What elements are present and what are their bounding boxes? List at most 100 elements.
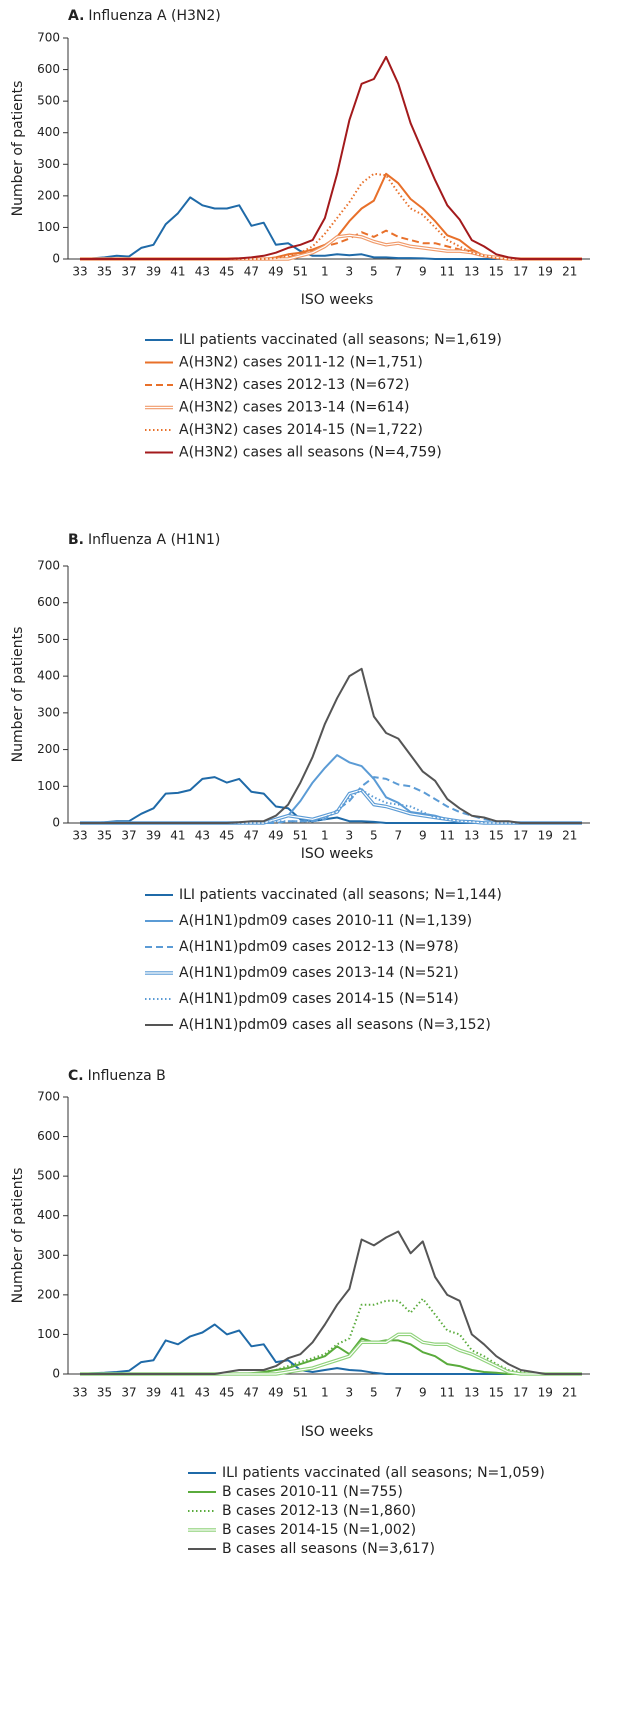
panel-title-text: Influenza A (H3N2): [88, 8, 220, 24]
y-tick-label: 700: [37, 559, 60, 573]
series-line: [80, 172, 582, 260]
y-tick-label: 100: [37, 220, 60, 234]
series-line: [80, 1230, 582, 1375]
panel-label: C.: [68, 1068, 84, 1084]
x-tick-label: 51: [293, 265, 308, 279]
y-axis-label: Number of patients: [10, 81, 26, 217]
x-tick-label: 21: [562, 1386, 577, 1400]
legend-label: A(H3N2) cases 2014-15 (N=1,722): [179, 422, 423, 438]
y-tick-label: 400: [37, 669, 60, 683]
x-tick-label: 41: [170, 1386, 185, 1400]
series-line: [80, 172, 582, 260]
y-tick-label: 300: [37, 705, 60, 719]
x-tick-label: 9: [419, 829, 427, 843]
x-tick-label: 13: [464, 1386, 479, 1400]
x-tick-label: 51: [293, 1386, 308, 1400]
x-axis-label: ISO weeks: [301, 846, 374, 862]
legend-label: A(H3N2) cases all seasons (N=4,759): [179, 445, 442, 461]
x-tick-label: 39: [146, 829, 161, 843]
x-axis-label: ISO weeks: [301, 1424, 374, 1440]
x-tick-label: 45: [219, 1386, 234, 1400]
legend-label: B cases 2014-15 (N=1,002): [222, 1522, 416, 1538]
x-tick-label: 3: [346, 1386, 354, 1400]
x-tick-label: 17: [513, 1386, 528, 1400]
panel-title: B. Influenza A (H1N1): [68, 532, 220, 548]
legend-label: ILI patients vaccinated (all seasons; N=…: [179, 887, 502, 903]
x-tick-label: 5: [370, 265, 378, 279]
x-tick-label: 19: [538, 265, 553, 279]
series-line: [80, 1297, 582, 1375]
panel: B. Influenza A (H1N1) Number of patients IS…: [10, 532, 590, 1033]
x-tick-label: 47: [244, 265, 259, 279]
x-tick-label: 9: [419, 1386, 427, 1400]
x-tick-label: 13: [464, 829, 479, 843]
legend-label: ILI patients vaccinated (all seasons; N=…: [179, 332, 502, 348]
y-tick-label: 500: [37, 1169, 60, 1183]
x-tick-label: 49: [268, 829, 283, 843]
panel-label: A.: [68, 8, 84, 24]
x-tick-label: 17: [513, 829, 528, 843]
x-tick-label: 33: [72, 1386, 87, 1400]
x-tick-label: 5: [370, 1386, 378, 1400]
x-tick-label: 19: [538, 829, 553, 843]
x-tick-label: 15: [489, 265, 504, 279]
x-tick-label: 17: [513, 265, 528, 279]
y-tick-label: 0: [52, 252, 60, 266]
y-tick-label: 500: [37, 632, 60, 646]
panel-title-text: Influenza A (H1N1): [88, 532, 220, 548]
x-tick-label: 47: [244, 829, 259, 843]
panel-label: B.: [68, 532, 84, 548]
y-tick-label: 500: [37, 94, 60, 108]
x-tick-label: 11: [440, 265, 455, 279]
x-tick-label: 15: [489, 1386, 504, 1400]
x-tick-label: 37: [121, 1386, 136, 1400]
y-tick-label: 200: [37, 188, 60, 202]
x-tick-label: 1: [321, 265, 329, 279]
legend-label: ILI patients vaccinated (all seasons; N=…: [222, 1465, 545, 1481]
y-tick-label: 400: [37, 1208, 60, 1222]
x-tick-label: 1: [321, 1386, 329, 1400]
y-tick-label: 0: [52, 816, 60, 830]
x-tick-label: 41: [170, 265, 185, 279]
y-tick-label: 600: [37, 62, 60, 76]
y-tick-label: 600: [37, 595, 60, 609]
x-tick-label: 7: [395, 1386, 403, 1400]
y-tick-label: 200: [37, 742, 60, 756]
legend-label: A(H1N1)pdm09 cases all seasons (N=3,152): [179, 1017, 491, 1033]
x-tick-label: 1: [321, 829, 329, 843]
legend-label: A(H3N2) cases 2011-12 (N=1,751): [179, 355, 423, 371]
x-tick-label: 7: [395, 829, 403, 843]
y-tick-label: 100: [37, 779, 60, 793]
x-tick-label: 41: [170, 829, 185, 843]
panel-title: A. Influenza A (H3N2): [68, 8, 221, 24]
y-axis-label: Number of patients: [10, 627, 26, 763]
x-tick-label: 3: [346, 829, 354, 843]
x-tick-label: 5: [370, 829, 378, 843]
x-tick-label: 43: [195, 829, 210, 843]
x-tick-label: 15: [489, 829, 504, 843]
x-tick-label: 35: [97, 265, 112, 279]
series-line: [80, 776, 582, 824]
x-tick-label: 45: [219, 265, 234, 279]
y-tick-label: 600: [37, 1129, 60, 1143]
y-tick-label: 400: [37, 125, 60, 139]
x-tick-label: 49: [268, 1386, 283, 1400]
x-tick-label: 9: [419, 265, 427, 279]
x-tick-label: 19: [538, 1386, 553, 1400]
y-tick-label: 300: [37, 157, 60, 171]
legend-label: A(H1N1)pdm09 cases 2013-14 (N=521): [179, 965, 459, 981]
x-tick-label: 7: [395, 265, 403, 279]
panel-title: C. Influenza B: [68, 1068, 166, 1084]
x-axis-label: ISO weeks: [301, 292, 374, 308]
x-tick-label: 37: [121, 265, 136, 279]
x-tick-label: 35: [97, 1386, 112, 1400]
y-tick-label: 700: [37, 1090, 60, 1104]
x-tick-label: 13: [464, 265, 479, 279]
series-line: [79, 1323, 582, 1375]
panel: C. Influenza B Number of patients ISO weeks…: [10, 1068, 590, 1557]
y-tick-label: 100: [37, 1327, 60, 1341]
x-tick-label: 51: [293, 829, 308, 843]
y-tick-label: 200: [37, 1287, 60, 1301]
x-tick-label: 43: [195, 265, 210, 279]
